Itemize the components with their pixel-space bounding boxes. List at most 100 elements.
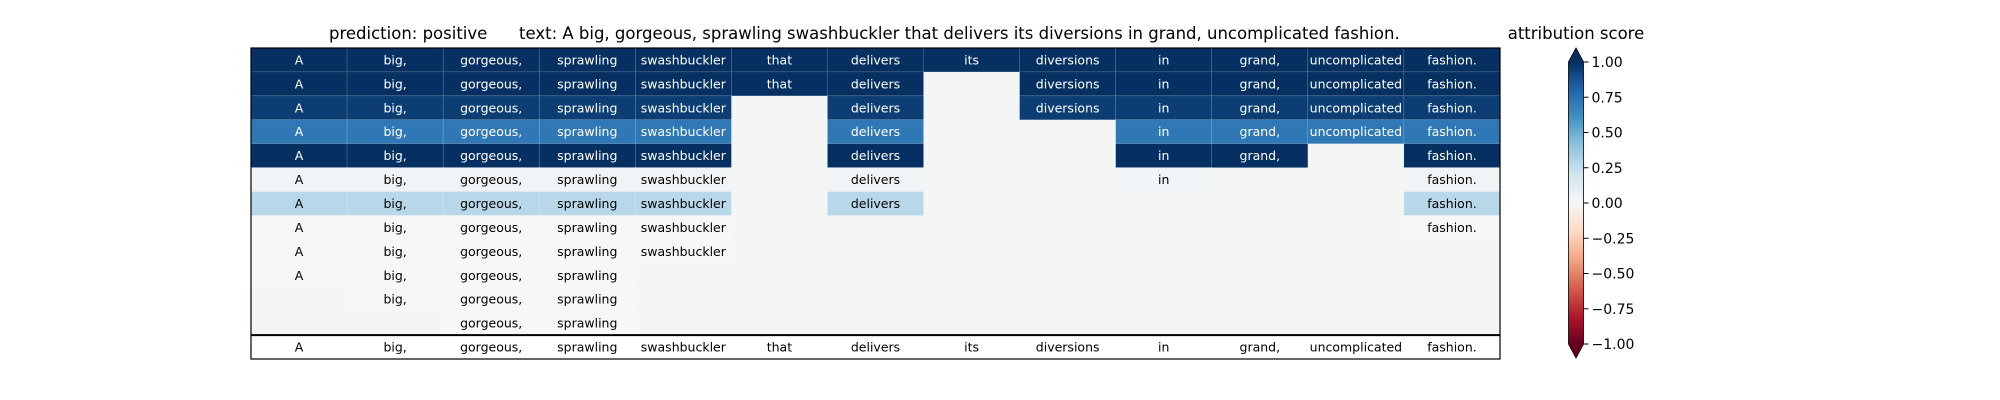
cell-token-label: A [295, 100, 304, 115]
cell-token-label: A [295, 196, 304, 211]
cell-token-label: fashion. [1427, 52, 1477, 67]
cell-token-label: that [767, 52, 792, 67]
colorbar-title: attribution score [1508, 24, 1645, 43]
cell-token-label: sprawling [557, 316, 617, 331]
cell-token-label: diversions [1036, 76, 1100, 91]
cell-token-label: gorgeous, [460, 244, 522, 259]
colorbar-tick-label: −0.25 [1592, 231, 1635, 247]
cell-token-label: big, [383, 148, 406, 163]
colorbar-tick-label: −0.50 [1592, 267, 1635, 283]
cell-token-label: A [295, 76, 304, 91]
cell-token-label: gorgeous, [460, 100, 522, 115]
cell-token-label: sprawling [557, 52, 617, 67]
heatmap-cell [827, 191, 924, 216]
cell-token-label: sprawling [557, 196, 617, 211]
cell-token-label: gorgeous, [460, 172, 522, 187]
cell-token-label: swashbuckler [641, 244, 727, 259]
cell-token-label: uncomplicated [1310, 100, 1402, 115]
reference-token-label: sprawling [557, 340, 617, 355]
reference-token-label: in [1158, 340, 1169, 355]
reference-token-label: gorgeous, [460, 340, 522, 355]
reference-token-label: its [964, 340, 979, 355]
cell-token-label: in [1158, 148, 1169, 163]
cell-token-label: that [767, 76, 792, 91]
heatmap-cell [827, 95, 924, 121]
cell-token-label: swashbuckler [641, 220, 727, 235]
cell-token-label: gorgeous, [460, 292, 522, 307]
reference-token-label: that [767, 340, 792, 355]
cell-token-label: swashbuckler [641, 148, 727, 163]
cell-token-label: fashion. [1427, 196, 1477, 211]
cell-token-label: A [295, 244, 304, 259]
colorbar-tick-label: −0.75 [1592, 302, 1635, 318]
cell-token-label: fashion. [1427, 220, 1477, 235]
cell-token-label: fashion. [1427, 100, 1477, 115]
cell-token-label: grand, [1240, 52, 1281, 67]
colorbar-tick-label: 0.75 [1592, 90, 1623, 106]
cell-token-label: fashion. [1427, 124, 1477, 139]
cell-token-label: grand, [1240, 148, 1281, 163]
colorbar-tick-label: 1.00 [1592, 55, 1623, 71]
cell-token-label: sprawling [557, 268, 617, 283]
heatmap-cell [1211, 143, 1309, 168]
cell-token-label: gorgeous, [460, 196, 522, 211]
cell-token-label: grand, [1240, 76, 1281, 91]
cell-token-label: swashbuckler [641, 196, 727, 211]
cell-token-label: diversions [1036, 100, 1100, 115]
colorbar-min-extend [1568, 344, 1584, 358]
cell-token-label: sprawling [557, 172, 617, 187]
cell-token-label: delivers [851, 196, 900, 211]
cell-token-label: in [1158, 172, 1169, 187]
cell-token-label: sprawling [557, 124, 617, 139]
cell-token-label: its [964, 52, 979, 67]
prediction-title: prediction: positive [329, 24, 487, 43]
cell-token-label: gorgeous, [460, 76, 522, 91]
cell-token-label: in [1158, 76, 1169, 91]
cell-token-label: sprawling [557, 292, 617, 307]
heatmap-cell [635, 239, 732, 264]
colorbar-max-extend [1568, 48, 1584, 62]
cell-token-label: fashion. [1427, 76, 1477, 91]
cell-token-label: swashbuckler [641, 124, 727, 139]
cell-token-label: A [295, 220, 304, 235]
cell-token-label: uncomplicated [1310, 76, 1402, 91]
cell-token-label: delivers [851, 100, 900, 115]
cell-token-label: sprawling [557, 100, 617, 115]
cell-token-label: big, [383, 172, 406, 187]
cell-token-label: delivers [851, 76, 900, 91]
cell-token-label: delivers [851, 124, 900, 139]
cell-token-label: A [295, 172, 304, 187]
reference-token-label: big, [383, 340, 406, 355]
cell-token-label: in [1158, 52, 1169, 67]
cell-token-label: gorgeous, [460, 124, 522, 139]
reference-token-label: fashion. [1427, 340, 1477, 355]
cell-token-label: big, [383, 100, 406, 115]
colorbar-tick-label: −1.00 [1592, 337, 1635, 353]
cell-token-label: swashbuckler [641, 76, 727, 91]
cell-token-label: sprawling [557, 148, 617, 163]
cell-token-label: delivers [851, 172, 900, 187]
reference-token-label: swashbuckler [641, 340, 727, 355]
cell-token-label: big, [383, 268, 406, 283]
cell-token-label: big, [383, 124, 406, 139]
cell-token-label: diversions [1036, 52, 1100, 67]
colorbar-tick-label: 0.50 [1592, 126, 1623, 142]
cell-token-label: delivers [851, 52, 900, 67]
cell-token-label: gorgeous, [460, 316, 522, 331]
reference-token-label: A [295, 340, 304, 355]
cell-token-label: grand, [1240, 100, 1281, 115]
heatmap-frame [250, 47, 1501, 360]
cell-token-label: swashbuckler [641, 172, 727, 187]
cell-token-label: sprawling [557, 220, 617, 235]
reference-token-label: grand, [1240, 340, 1281, 355]
cell-token-label: gorgeous, [460, 220, 522, 235]
cell-token-label: in [1158, 100, 1169, 115]
colorbar-tick-label: 0.00 [1592, 196, 1623, 212]
reference-token-label: diversions [1036, 340, 1100, 355]
cell-token-label: sprawling [557, 244, 617, 259]
colorbar-tick-label: 0.25 [1592, 161, 1623, 177]
cell-token-label: gorgeous, [460, 268, 522, 283]
cell-token-label: big, [383, 52, 406, 67]
